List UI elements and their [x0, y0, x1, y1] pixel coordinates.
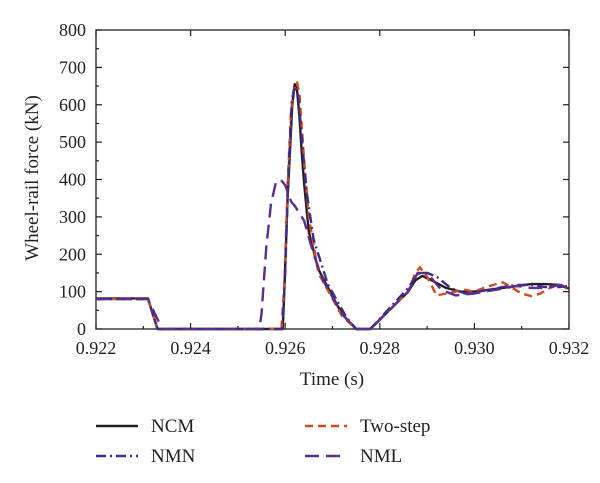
x-tick-label: 0.930 [454, 338, 495, 358]
x-tick-label: 0.922 [76, 338, 117, 358]
y-tick-label: 800 [59, 20, 86, 40]
y-tick-label: 300 [59, 207, 86, 227]
x-tick-label: 0.932 [549, 338, 590, 358]
y-axis-title: Wheel-rail force (kN) [22, 95, 43, 261]
y-tick-label: 700 [59, 57, 86, 77]
y-tick-label: 600 [59, 95, 86, 115]
plot-frame [95, 29, 570, 330]
y-tick-label: 400 [59, 170, 86, 190]
x-axis: 0.922 0.924 0.926 0.928 0.930 0.932 [76, 30, 590, 358]
y-tick-label: 100 [59, 282, 86, 302]
y-axis: 0 100 200 300 400 500 600 700 800 [59, 20, 569, 339]
series-line-nmn [96, 84, 570, 331]
y-tick-label: 500 [59, 132, 86, 152]
x-tick-label: 0.928 [360, 338, 401, 358]
x-tick-label: 0.926 [265, 338, 306, 358]
plot-area [95, 29, 570, 330]
y-tick-label: 200 [59, 244, 86, 264]
series-line-nml [96, 178, 570, 331]
legend-label: NML [360, 446, 402, 467]
legend-label: NCM [151, 416, 194, 437]
series-layer [96, 81, 570, 331]
legend-label: NMN [151, 446, 196, 467]
legend: NCM Two-step NMN NML [96, 416, 430, 467]
legend-label: Two-step [360, 416, 430, 437]
x-tick-label: 0.924 [170, 338, 211, 358]
x-axis-title: Time (s) [300, 369, 364, 390]
y-tick-label: 0 [77, 319, 86, 339]
